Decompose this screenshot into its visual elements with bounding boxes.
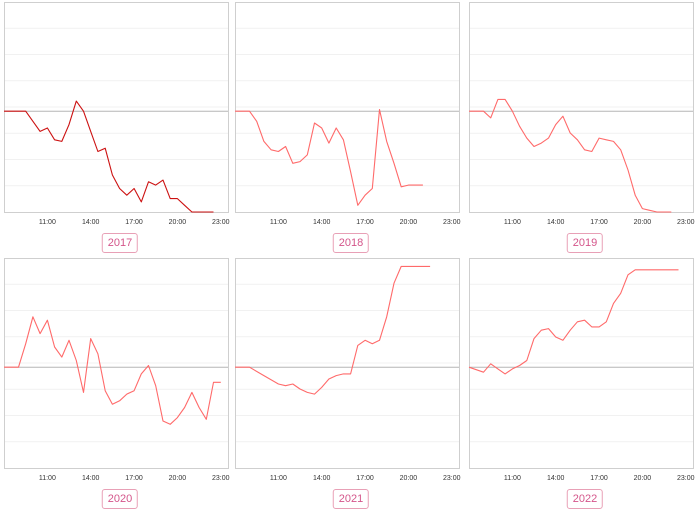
series-line	[235, 108, 423, 206]
x-tick-label: 17:00	[590, 219, 608, 226]
x-tick-label: 11:00	[39, 219, 56, 226]
chart-panel-2022: 11:00 14:00 17:00 20:00 23:00 2022	[468, 258, 700, 511]
chart-svg: 11:00 14:00 17:00 20:00 23:00	[469, 2, 695, 226]
chart-svg: 11:00 14:00 17:00 20:00 23:00	[235, 258, 461, 482]
chart-panel-2017: 11:00 14:00 17:00 20:00 23:00 2017	[4, 2, 236, 255]
x-tick-label: 23:00	[443, 219, 461, 226]
series-line	[4, 100, 214, 213]
x-tick-label: 20:00	[634, 219, 652, 226]
year-label[interactable]: 2021	[332, 489, 370, 509]
x-tick-label: 23:00	[677, 475, 695, 482]
x-tick-label: 20:00	[400, 219, 418, 226]
x-tick-label: 20:00	[169, 475, 187, 482]
year-label[interactable]: 2017	[101, 233, 139, 253]
chart-panel-2019: 11:00 14:00 17:00 20:00 23:00 2019	[469, 2, 700, 255]
x-tick-label: 11:00	[270, 475, 287, 482]
x-tick-label: 17:00	[356, 219, 374, 226]
year-label[interactable]: 2020	[101, 489, 139, 509]
year-label[interactable]: 2022	[566, 489, 604, 509]
x-tick-label: 17:00	[125, 219, 143, 226]
chart-svg: 11:00 14:00 17:00 20:00 23:00	[468, 258, 695, 482]
year-label[interactable]: 2019	[566, 233, 604, 253]
x-tick-label: 23:00	[212, 219, 230, 226]
x-tick-label: 23:00	[677, 219, 695, 226]
x-tick-label: 11:00	[39, 475, 56, 482]
year-label[interactable]: 2018	[332, 233, 370, 253]
chart-panel-2020: 11:00 14:00 17:00 20:00 23:00 2020	[4, 258, 236, 511]
chart-svg: 11:00 14:00 17:00 20:00 23:00	[4, 2, 230, 226]
x-tick-label: 17:00	[125, 475, 143, 482]
series-line	[235, 265, 431, 395]
series-line	[469, 98, 672, 213]
x-tick-label: 14:00	[82, 475, 100, 482]
x-tick-label: 14:00	[313, 475, 331, 482]
x-tick-label: 14:00	[547, 219, 565, 226]
x-tick-label: 20:00	[169, 219, 187, 226]
x-tick-label: 23:00	[212, 475, 230, 482]
series-line	[4, 316, 221, 425]
chart-svg: 11:00 14:00 17:00 20:00 23:00	[4, 258, 230, 482]
chart-svg: 11:00 14:00 17:00 20:00 23:00	[235, 2, 461, 226]
x-tick-label: 14:00	[547, 475, 565, 482]
x-tick-label: 14:00	[313, 219, 331, 226]
x-tick-label: 20:00	[634, 475, 652, 482]
x-tick-label: 17:00	[356, 475, 374, 482]
x-tick-label: 23:00	[443, 475, 461, 482]
x-tick-label: 11:00	[504, 219, 521, 226]
x-tick-label: 20:00	[400, 475, 418, 482]
x-tick-label: 11:00	[270, 219, 287, 226]
x-tick-label: 14:00	[82, 219, 100, 226]
chart-panel-2018: 11:00 14:00 17:00 20:00 23:00 2018	[235, 2, 467, 255]
series-line	[468, 269, 679, 375]
x-tick-label: 11:00	[504, 475, 521, 482]
chart-panel-2021: 11:00 14:00 17:00 20:00 23:00 2021	[235, 258, 467, 511]
x-tick-label: 17:00	[590, 475, 608, 482]
